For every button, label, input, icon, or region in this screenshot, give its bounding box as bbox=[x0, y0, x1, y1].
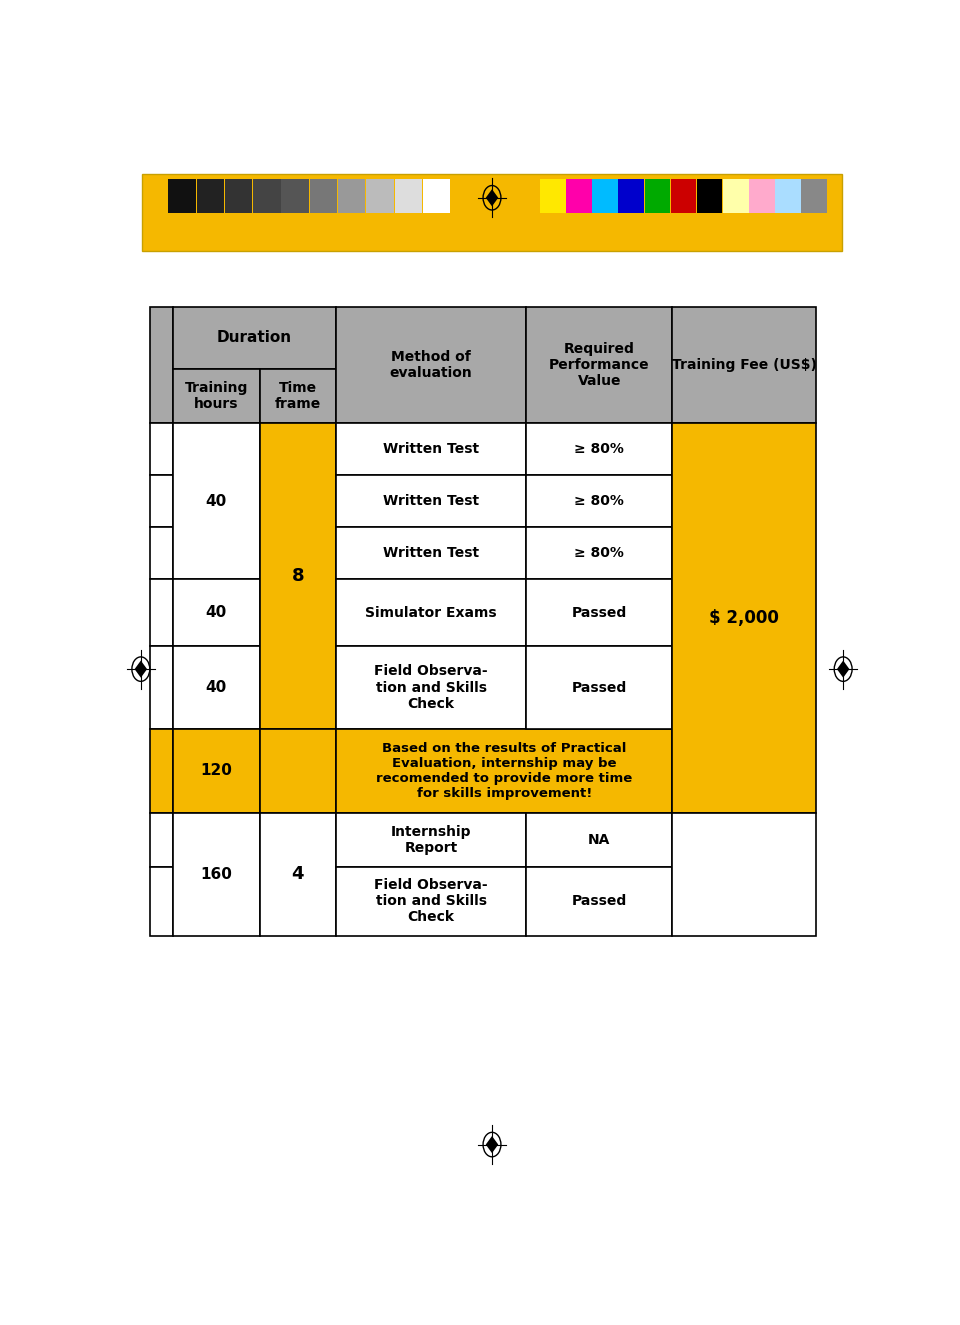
Bar bbox=[259, 423, 336, 729]
Bar bbox=[336, 647, 526, 729]
Text: ≥ 80%: ≥ 80% bbox=[574, 546, 624, 560]
Bar bbox=[173, 579, 259, 647]
Text: Based on the results of Practical
Evaluation, internship may be
recomended to pr: Based on the results of Practical Evalua… bbox=[376, 742, 633, 800]
Text: Time
frame: Time frame bbox=[275, 380, 321, 411]
Text: Training
hours: Training hours bbox=[184, 380, 248, 411]
Bar bbox=[253, 179, 280, 213]
Text: 160: 160 bbox=[201, 867, 232, 881]
Text: Simulator Exams: Simulator Exams bbox=[366, 606, 497, 620]
Bar bbox=[526, 527, 672, 579]
Bar bbox=[150, 867, 173, 935]
Bar bbox=[618, 179, 644, 213]
Bar bbox=[526, 474, 672, 527]
Bar bbox=[259, 812, 336, 935]
Bar bbox=[150, 812, 173, 867]
Text: Training Fee (US$): Training Fee (US$) bbox=[672, 358, 817, 372]
Bar bbox=[566, 179, 592, 213]
Text: Passed: Passed bbox=[571, 894, 627, 909]
Bar bbox=[173, 812, 259, 935]
Polygon shape bbox=[134, 661, 147, 677]
Text: Field Observa-
tion and Skills
Check: Field Observa- tion and Skills Check bbox=[374, 664, 488, 710]
Bar bbox=[801, 179, 827, 213]
Bar bbox=[422, 179, 450, 213]
Text: Passed: Passed bbox=[571, 606, 627, 620]
Bar bbox=[672, 423, 816, 812]
Text: 8: 8 bbox=[292, 567, 304, 586]
Bar bbox=[336, 423, 526, 474]
Text: Internship
Report: Internship Report bbox=[391, 824, 471, 855]
Bar bbox=[395, 179, 421, 213]
Text: Required
Performance
Value: Required Performance Value bbox=[549, 342, 650, 388]
Text: Written Test: Written Test bbox=[383, 443, 479, 456]
Text: 40: 40 bbox=[205, 606, 227, 620]
Bar bbox=[142, 175, 842, 250]
Polygon shape bbox=[486, 1136, 498, 1153]
Bar bbox=[749, 179, 775, 213]
Polygon shape bbox=[486, 189, 498, 207]
Bar bbox=[697, 179, 723, 213]
Bar bbox=[338, 179, 366, 213]
Bar bbox=[592, 179, 618, 213]
Bar bbox=[168, 179, 196, 213]
Bar bbox=[173, 307, 336, 368]
Bar bbox=[526, 307, 672, 423]
Text: ≥ 80%: ≥ 80% bbox=[574, 443, 624, 456]
Text: Written Test: Written Test bbox=[383, 546, 479, 560]
Text: Method of
evaluation: Method of evaluation bbox=[390, 350, 472, 380]
Bar bbox=[173, 647, 259, 729]
Bar bbox=[173, 729, 259, 812]
Bar bbox=[150, 474, 173, 527]
Bar bbox=[775, 179, 801, 213]
Bar bbox=[336, 867, 526, 935]
Bar bbox=[336, 527, 526, 579]
Text: 40: 40 bbox=[205, 680, 227, 696]
Bar bbox=[173, 368, 259, 423]
Bar bbox=[336, 812, 526, 867]
Bar bbox=[336, 729, 672, 812]
Bar bbox=[670, 179, 696, 213]
Bar bbox=[150, 527, 173, 579]
Bar bbox=[310, 179, 337, 213]
Text: NA: NA bbox=[588, 832, 611, 847]
Text: $ 2,000: $ 2,000 bbox=[709, 608, 779, 627]
Bar bbox=[281, 179, 309, 213]
Bar bbox=[259, 368, 336, 423]
Text: Field Observa-
tion and Skills
Check: Field Observa- tion and Skills Check bbox=[374, 878, 488, 925]
Bar bbox=[336, 474, 526, 527]
Bar bbox=[259, 729, 336, 812]
Bar bbox=[173, 423, 259, 579]
Bar bbox=[723, 179, 749, 213]
Text: Passed: Passed bbox=[571, 681, 627, 694]
Bar bbox=[150, 647, 173, 729]
Bar bbox=[526, 647, 672, 729]
Bar bbox=[672, 812, 816, 935]
Bar bbox=[150, 423, 173, 474]
Bar bbox=[672, 307, 816, 423]
Bar bbox=[526, 867, 672, 935]
Bar bbox=[150, 307, 173, 423]
Text: 4: 4 bbox=[292, 865, 304, 884]
Bar bbox=[367, 179, 394, 213]
Text: 120: 120 bbox=[201, 763, 232, 778]
Bar bbox=[526, 423, 672, 474]
Text: Duration: Duration bbox=[217, 330, 292, 346]
Bar bbox=[150, 579, 173, 647]
Bar bbox=[526, 812, 672, 867]
Bar bbox=[197, 179, 224, 213]
Text: Written Test: Written Test bbox=[383, 494, 479, 507]
Bar bbox=[526, 579, 672, 647]
Bar bbox=[540, 179, 566, 213]
Bar bbox=[644, 179, 670, 213]
Text: ≥ 80%: ≥ 80% bbox=[574, 494, 624, 507]
Bar bbox=[336, 307, 526, 423]
Polygon shape bbox=[837, 661, 850, 677]
Bar bbox=[150, 729, 173, 812]
Text: 40: 40 bbox=[205, 494, 227, 509]
Bar bbox=[225, 179, 252, 213]
Bar bbox=[336, 579, 526, 647]
